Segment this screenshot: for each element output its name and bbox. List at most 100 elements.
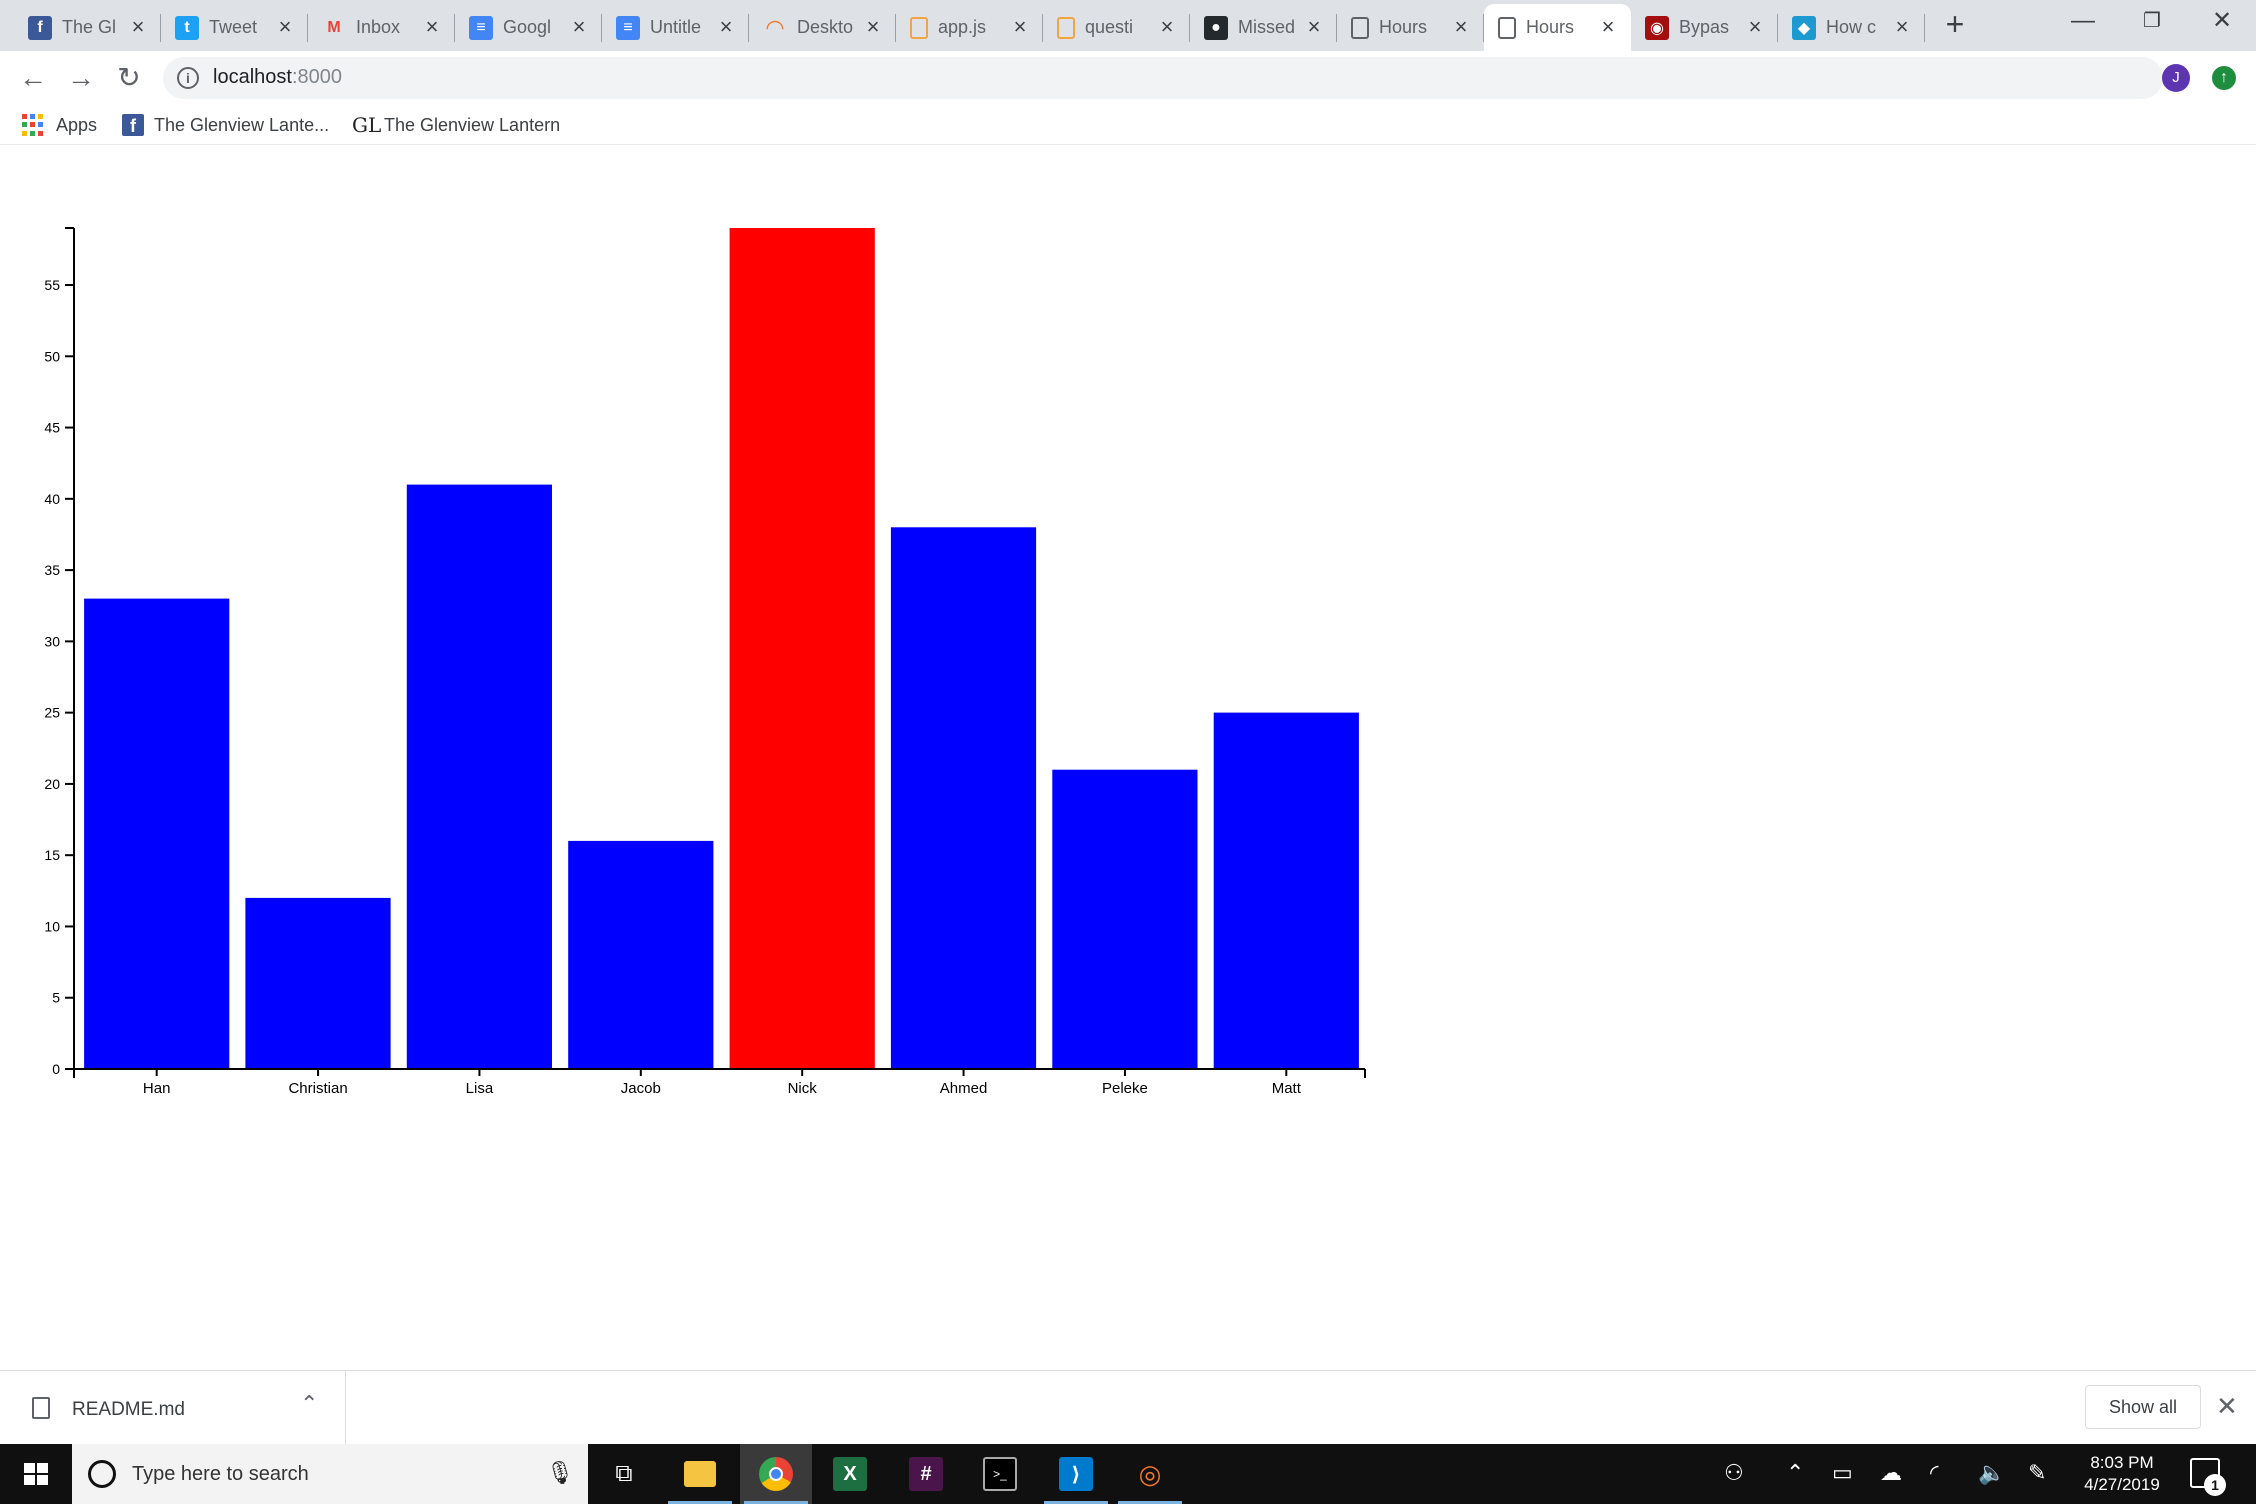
bookmark-label: The Glenview Lante... <box>154 114 330 135</box>
pen-icon[interactable]: ✎ <box>2028 1460 2047 1485</box>
info-icon[interactable]: i <box>177 67 199 89</box>
bar <box>245 897 391 1069</box>
notification-count-badge: 1 <box>2204 1474 2226 1496</box>
file-explorer-app[interactable] <box>664 1444 736 1504</box>
close-tab-icon[interactable]: × <box>1013 14 1027 39</box>
tab-separator <box>895 14 896 42</box>
bar <box>568 840 714 1069</box>
browser-tab[interactable]: ◉ Bypas × <box>1631 4 1778 51</box>
tab-title: questi <box>1085 17 1134 37</box>
tab-strip: f The Gl × t Tweet × M Inbox × ≡ Googl × ≡ Untitle × ◠ D… <box>0 0 2256 51</box>
back-button[interactable]: ← <box>19 62 47 93</box>
browser-tab[interactable]: app.js × <box>896 4 1043 51</box>
page-content: 0 5 10 15 20 25 30 35 40 45 50 55 Han Christian Lisa Ja… <box>0 146 2256 1370</box>
y-tick-label: 55 <box>44 277 60 293</box>
close-tab-icon[interactable]: × <box>719 14 733 39</box>
tab-title: How c <box>1826 17 1877 37</box>
close-tab-icon[interactable]: × <box>866 14 880 39</box>
bar <box>84 598 230 1069</box>
file-icon <box>1057 16 1075 39</box>
profile-avatar[interactable]: J <box>2162 64 2190 92</box>
close-tab-icon[interactable]: × <box>572 14 586 39</box>
url-text[interactable]: localhost:8000 <box>213 66 342 89</box>
clock-date: 4/27/2019 <box>2084 1475 2160 1494</box>
vscode-app[interactable]: ⟩ <box>1040 1444 1112 1504</box>
bookmark-glenview-facebook[interactable]: f The Glenview Lante... <box>122 113 329 137</box>
forward-button[interactable]: → <box>67 62 95 93</box>
close-tab-icon[interactable]: × <box>1601 14 1615 39</box>
restore-button[interactable]: ❐ <box>2143 10 2161 32</box>
x-tick-label: Matt <box>1272 1080 1302 1097</box>
terminal-app[interactable]: >_ <box>964 1444 1036 1504</box>
browser-tab[interactable]: t Tweet × <box>161 4 308 51</box>
volume-muted-icon[interactable]: 🔈 <box>1978 1460 2006 1485</box>
show-all-button[interactable]: Show all <box>2085 1385 2201 1429</box>
y-tick-label: 20 <box>44 776 60 792</box>
download-item[interactable]: README.md ⌃ <box>0 1371 346 1445</box>
close-shelf-icon[interactable]: ✕ <box>2216 1391 2238 1421</box>
people-icon[interactable]: ⚇ <box>1724 1460 1744 1485</box>
onedrive-icon[interactable]: ☁ <box>1880 1460 1902 1485</box>
chevron-up-icon[interactable]: ⌃ <box>300 1391 319 1416</box>
y-tick-label: 0 <box>52 1061 60 1077</box>
glenview-lantern-logo-icon: GL <box>352 113 382 137</box>
bookmark-glenview-lantern[interactable]: GL The Glenview Lantern <box>352 113 560 137</box>
system-clock[interactable]: 8:03 PM 4/27/2019 <box>2062 1452 2182 1496</box>
new-tab-button[interactable]: + <box>1945 6 1965 42</box>
excel-app[interactable]: X <box>814 1444 886 1504</box>
clock-time: 8:03 PM <box>2090 1453 2154 1472</box>
chevron-up-icon[interactable]: ⌃ <box>1786 1460 1805 1485</box>
y-tick-label: 15 <box>44 847 60 863</box>
bookmark-apps[interactable]: Apps <box>22 113 97 137</box>
tab-title: Bypas <box>1679 17 1730 37</box>
browser-tab[interactable]: ◆ How c × <box>1778 4 1925 51</box>
x-tick-label: Ahmed <box>940 1080 988 1097</box>
browser-tab[interactable]: f The Gl × <box>14 4 161 51</box>
wifi-icon[interactable]: ◜ <box>1930 1460 1939 1485</box>
battery-icon[interactable]: ▭ <box>1832 1460 1853 1485</box>
close-tab-icon[interactable]: × <box>1307 14 1321 39</box>
tab-separator <box>748 14 749 42</box>
close-tab-icon[interactable]: × <box>278 14 292 39</box>
microphone-icon[interactable]: 🎙 <box>546 1460 574 1485</box>
y-tick-label: 40 <box>44 491 60 507</box>
start-button[interactable] <box>0 1444 72 1504</box>
close-tab-icon[interactable]: × <box>131 14 145 39</box>
chrome-app[interactable] <box>740 1444 812 1504</box>
bar <box>1052 769 1198 1069</box>
close-window-button[interactable]: ✕ <box>2211 7 2233 34</box>
browser-tab[interactable]: Hours × <box>1337 4 1484 51</box>
browser-tab[interactable]: ● Missed × <box>1190 4 1337 51</box>
browser-tab[interactable]: Hours × <box>1484 4 1631 51</box>
browser-toolbar: ← → ↻ i localhost:8000 ☆ J ↑ <box>0 51 2256 105</box>
facebook-icon: f <box>28 15 52 40</box>
bookmark-label: The Glenview Lantern <box>384 114 561 135</box>
update-icon[interactable]: ↑ <box>2212 66 2236 90</box>
browser-tab[interactable]: ≡ Googl × <box>455 4 602 51</box>
close-tab-icon[interactable]: × <box>1160 14 1174 39</box>
apps-grid-icon <box>22 114 44 136</box>
reload-button[interactable]: ↻ <box>117 62 141 93</box>
address-bar[interactable]: i localhost:8000 ☆ <box>163 57 2163 99</box>
url-host: localhost <box>213 66 292 88</box>
browser-tab[interactable]: questi × <box>1043 4 1190 51</box>
browser-tab[interactable]: ◠ Deskto × <box>749 4 896 51</box>
taskbar-search-box[interactable]: Type here to search 🎙 <box>72 1444 588 1504</box>
close-tab-icon[interactable]: × <box>1748 14 1762 39</box>
minimize-button[interactable]: — <box>2071 7 2095 34</box>
browser-tab[interactable]: M Inbox × <box>308 4 455 51</box>
task-view-button[interactable]: ⧉ <box>615 1460 633 1487</box>
browser-tab[interactable]: ≡ Untitle × <box>602 4 749 51</box>
jupyter-app[interactable]: ◎ <box>1114 1444 1186 1504</box>
tab-title: Tweet <box>209 17 258 37</box>
terminal-icon: >_ <box>983 1457 1017 1491</box>
tab-title: Deskto <box>797 17 853 37</box>
bar-chart: 0 5 10 15 20 25 30 35 40 45 50 55 Han Christian Lisa Ja… <box>44 227 1366 1097</box>
close-tab-icon[interactable]: × <box>1454 14 1468 39</box>
question-site-icon: ◆ <box>1792 15 1816 40</box>
slack-app[interactable]: # <box>890 1444 962 1504</box>
close-tab-icon[interactable]: × <box>1895 14 1909 39</box>
bar <box>406 484 552 1070</box>
close-tab-icon[interactable]: × <box>425 14 439 39</box>
folder-icon <box>684 1461 716 1487</box>
